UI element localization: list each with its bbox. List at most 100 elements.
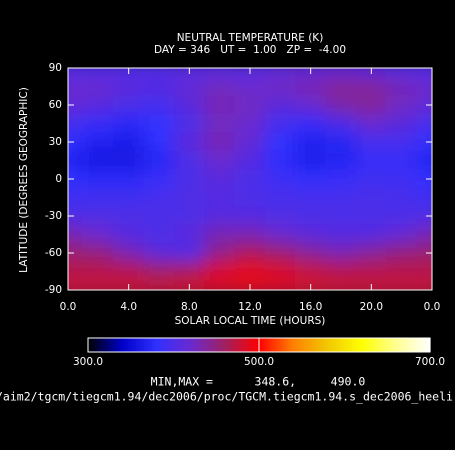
field-cell	[355, 243, 387, 263]
field-cell	[325, 280, 357, 290]
field-cell	[204, 206, 236, 226]
colorbar-swatch	[262, 338, 265, 352]
field-cell	[143, 132, 175, 152]
colorbar-swatch	[228, 338, 231, 352]
field-cell	[82, 169, 114, 189]
field-cell	[416, 113, 432, 134]
field-cell	[68, 113, 84, 134]
colorbar-swatch	[420, 338, 423, 352]
colorbar-swatch	[178, 338, 181, 352]
colorbar-swatch	[324, 338, 327, 352]
field-cell	[386, 243, 418, 263]
x-tick-label: 0.0	[60, 301, 77, 313]
colorbar-swatch	[362, 338, 365, 352]
y-tick-label: -90	[45, 284, 62, 296]
colorbar-swatch	[244, 338, 247, 352]
x-tick-label: 12.0	[238, 301, 261, 313]
field-cell	[113, 243, 145, 263]
field-cell	[143, 243, 175, 263]
colorbar-swatch	[396, 338, 399, 352]
colorbar-swatch	[146, 338, 149, 352]
colorbar-swatch	[300, 338, 303, 352]
field-cell	[264, 132, 296, 152]
field-cell	[386, 132, 418, 152]
colorbar-swatch	[140, 338, 143, 352]
colorbar-swatch	[158, 338, 161, 352]
field-cell	[386, 76, 418, 97]
colorbar-swatch	[198, 338, 201, 352]
colorbar-swatch	[238, 338, 241, 352]
field-cell	[234, 224, 266, 245]
field-cell	[234, 113, 266, 134]
field-cell	[234, 76, 266, 97]
colorbar-swatch	[242, 338, 245, 352]
field-cell	[82, 280, 114, 290]
colorbar-swatch	[392, 338, 395, 352]
colorbar-swatch	[282, 338, 285, 352]
field-cell	[325, 169, 357, 189]
colorbar-swatch	[180, 338, 183, 352]
x-tick-label: 16.0	[299, 301, 322, 313]
field-cell	[173, 95, 205, 115]
colorbar-swatch	[220, 338, 223, 352]
field-cell	[355, 224, 387, 245]
x-axis-label: SOLAR LOCAL TIME (HOURS)	[175, 315, 326, 327]
colorbar-swatch	[290, 338, 293, 352]
field-cell	[234, 169, 266, 189]
field-cell	[416, 132, 432, 152]
colorbar-swatch	[274, 338, 277, 352]
field-cell	[234, 132, 266, 152]
field-cell	[173, 150, 205, 171]
colorbar-swatch	[360, 338, 363, 352]
field-cell	[264, 261, 296, 282]
colorbar-swatch	[190, 338, 193, 352]
field-cell	[355, 187, 387, 208]
colorbar-swatch	[354, 338, 357, 352]
colorbar-swatch	[422, 338, 425, 352]
field-cell	[204, 95, 236, 115]
colorbar-swatch	[188, 338, 191, 352]
field-cell	[82, 113, 114, 134]
field-cell	[173, 113, 205, 134]
field-cell	[143, 76, 175, 97]
field-cell	[325, 68, 357, 78]
colorbar-swatch	[206, 338, 209, 352]
field-cell	[264, 76, 296, 97]
field-cell	[68, 280, 84, 290]
colorbar-swatch	[260, 338, 263, 352]
colorbar-swatch	[218, 338, 221, 352]
colorbar-swatch	[170, 338, 173, 352]
field-cell	[113, 113, 145, 134]
colorbar-swatch	[380, 338, 383, 352]
field-cell	[143, 280, 175, 290]
colorbar-swatch	[358, 338, 361, 352]
colorbar-swatch	[144, 338, 147, 352]
colorbar-swatch	[222, 338, 225, 352]
colorbar-swatch	[344, 338, 347, 352]
field-cell	[386, 187, 418, 208]
colorbar-swatch	[294, 338, 297, 352]
colorbar-swatch	[234, 338, 237, 352]
field-cell	[204, 261, 236, 282]
field-cell	[386, 224, 418, 245]
colorbar-swatch	[182, 338, 185, 352]
colorbar-swatch	[110, 338, 113, 352]
field-cell	[204, 243, 236, 263]
field-cell	[113, 224, 145, 245]
colorbar-swatch	[114, 338, 117, 352]
field-cell	[113, 169, 145, 189]
colorbar-swatch	[232, 338, 235, 352]
field-cell	[113, 95, 145, 115]
colorbar-swatch	[388, 338, 391, 352]
colorbar-swatch	[378, 338, 381, 352]
field-cell	[355, 95, 387, 115]
field-cells	[68, 68, 432, 290]
field-cell	[82, 76, 114, 97]
colorbar-swatch	[408, 338, 411, 352]
field-cell	[325, 243, 357, 263]
colorbar-swatch	[120, 338, 123, 352]
y-tick-label: -30	[45, 210, 62, 222]
colorbar-swatch	[414, 338, 417, 352]
colorbar-swatch	[330, 338, 333, 352]
colorbar-swatch	[368, 338, 371, 352]
